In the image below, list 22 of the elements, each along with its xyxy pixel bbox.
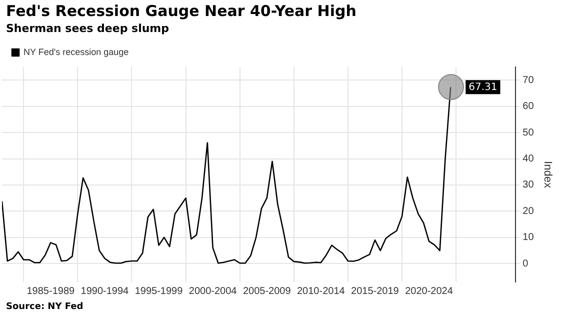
x-tick-label: 2015-2019 bbox=[351, 286, 400, 297]
y-axis-title: Index bbox=[541, 161, 554, 188]
x-tick-label: 2020-2024 bbox=[405, 286, 454, 297]
y-tick-label: 60 bbox=[522, 101, 534, 112]
source-note: Source: NY Fed bbox=[6, 302, 84, 312]
chart-title: Fed's Recession Gauge Near 40-Year High bbox=[6, 2, 356, 20]
y-tick-label: 0 bbox=[522, 258, 529, 270]
chart-subtitle: Sherman sees deep slump bbox=[6, 22, 170, 35]
y-tick-label: 70 bbox=[522, 74, 534, 86]
text: 67.31 bbox=[468, 82, 498, 93]
y-tick-label: 30 bbox=[522, 180, 534, 191]
y-tick-label: 40 bbox=[522, 154, 534, 165]
x-tick-label: 1995-1999 bbox=[134, 286, 184, 297]
y-tick-label: 50 bbox=[522, 127, 534, 138]
legend-label: NY Fed's recession gauge bbox=[24, 46, 129, 57]
y-tick-label: 20 bbox=[522, 206, 534, 217]
x-tick-label: 2010-2014 bbox=[296, 286, 346, 297]
x-tick-label: 1985-1989 bbox=[26, 286, 75, 297]
x-tick-label: 1990-1994 bbox=[80, 286, 130, 297]
x-tick-label: 2005-2009 bbox=[242, 286, 292, 297]
y-tick-label: 10 bbox=[522, 232, 534, 244]
x-tick-label: 2000-2004 bbox=[188, 286, 238, 297]
